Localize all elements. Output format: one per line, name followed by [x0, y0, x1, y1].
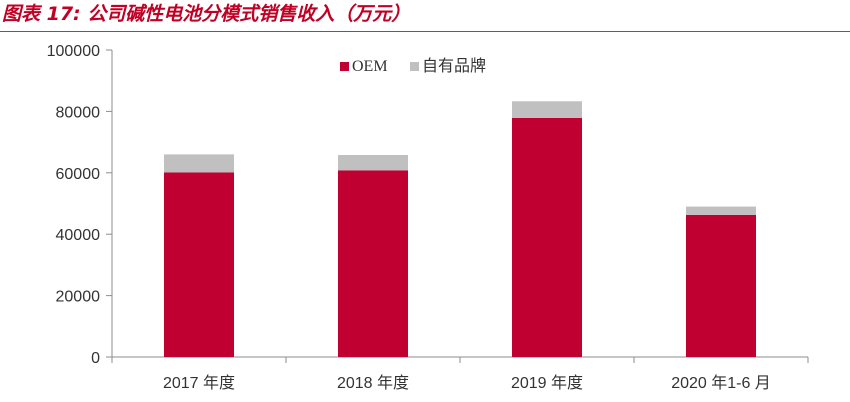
bar-own-brand — [338, 154, 408, 171]
y-tick-label: 0 — [91, 350, 100, 367]
bar-oem — [164, 172, 234, 357]
x-tick-label: 2019 年度 — [511, 374, 583, 392]
legend-swatch — [410, 62, 419, 71]
y-tick-label: 100000 — [47, 43, 100, 60]
legend: OEM 自有品牌 — [340, 57, 486, 75]
bars-group — [164, 101, 756, 357]
x-tick-label: 2017 年度 — [163, 374, 235, 392]
x-tick-label: 2018 年度 — [337, 374, 409, 392]
bar-oem — [686, 214, 756, 357]
bar-own-brand — [164, 154, 234, 173]
y-tick-label: 20000 — [56, 289, 101, 306]
y-axis: 0 20000 40000 60000 80000 100000 — [47, 43, 113, 367]
bar-oem — [338, 170, 408, 357]
x-axis: 2017 年度 2018 年度 2019 年度 2020 年1-6 月 — [111, 356, 809, 392]
title-divider — [0, 31, 850, 32]
y-tick-label: 60000 — [56, 166, 101, 183]
y-tick-label: 80000 — [56, 104, 101, 121]
figure-title: 图表 17: 公司碱性电池分模式销售收入（万元） — [2, 3, 411, 25]
legend-label: OEM — [352, 58, 388, 75]
x-tick-label: 2020 年1-6 月 — [671, 374, 771, 392]
bar-oem — [512, 117, 582, 357]
bar-own-brand — [686, 206, 756, 215]
y-tick-label: 40000 — [56, 227, 101, 244]
legend-label: 自有品牌 — [422, 57, 486, 75]
bar-own-brand — [512, 101, 582, 118]
legend-swatch — [340, 62, 349, 71]
